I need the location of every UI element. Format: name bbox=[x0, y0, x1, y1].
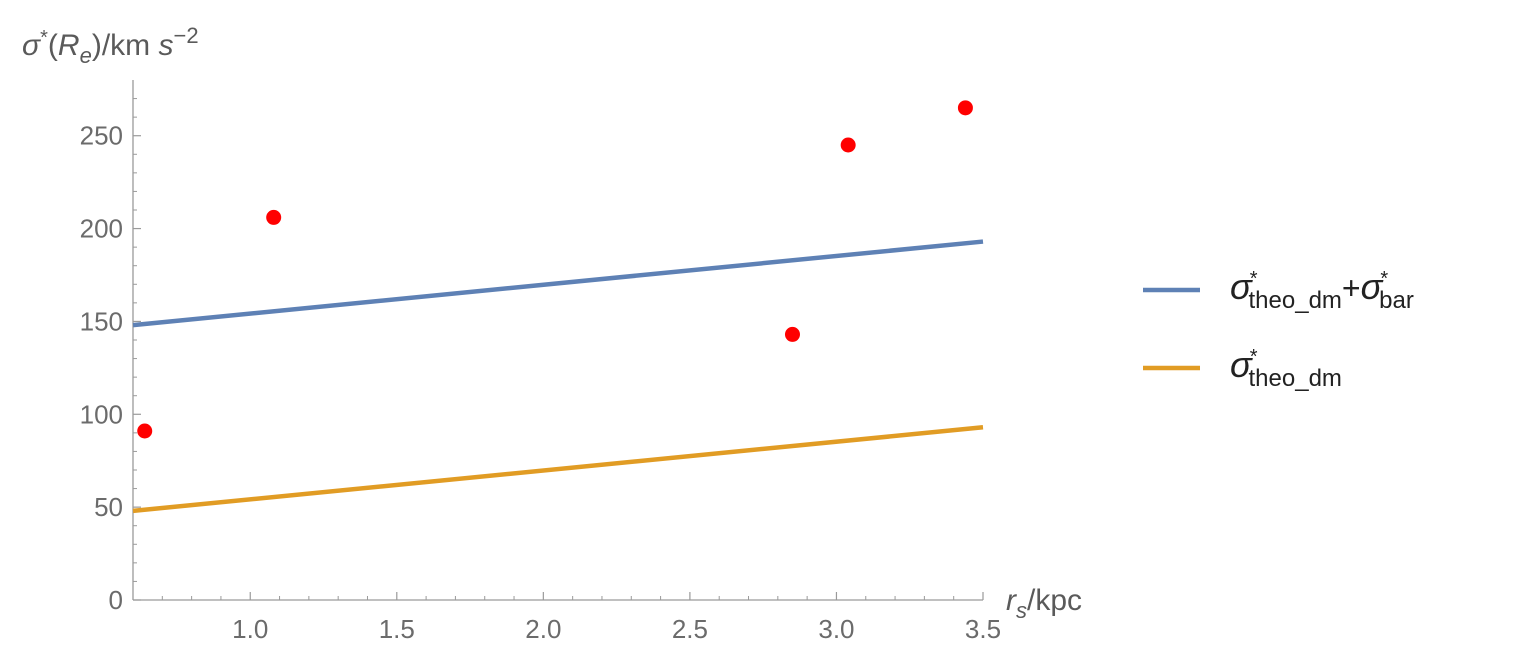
y-tick-label: 100 bbox=[80, 399, 123, 429]
y-axis-label: σ*(Re)/km s−2 bbox=[22, 23, 199, 68]
series-line-dm bbox=[132, 425, 984, 514]
x-axis-label: rs/kpc bbox=[1006, 584, 1082, 623]
data-point bbox=[137, 423, 153, 439]
data-point bbox=[266, 209, 282, 225]
x-tick-label: 2.5 bbox=[672, 614, 708, 644]
y-tick-label: 250 bbox=[80, 121, 123, 151]
x-tick-label: 1.0 bbox=[232, 614, 268, 644]
x-tick-label: 1.5 bbox=[379, 614, 415, 644]
y-tick-label: 200 bbox=[80, 214, 123, 244]
plot-area: 1.0 1.5 2.0 2.5 3.0 3.5 0 50 100 150 200 250 bbox=[80, 80, 1001, 644]
legend-label-dm: σ* theo_dm bbox=[1230, 344, 1342, 392]
x-tick-label: 3.0 bbox=[818, 614, 854, 644]
y-tick-label: 0 bbox=[109, 585, 123, 615]
data-point bbox=[840, 137, 856, 153]
series-line-total bbox=[132, 239, 984, 328]
x-tick-label: 3.5 bbox=[965, 614, 1001, 644]
data-point bbox=[784, 326, 800, 342]
legend-label-total: σ* theo_dm+σ* bar bbox=[1230, 266, 1414, 314]
data-point bbox=[957, 100, 973, 116]
x-tick-label: 2.0 bbox=[525, 614, 561, 644]
legend: σ* theo_dm+σ* bar σ* theo_dm bbox=[1143, 266, 1414, 392]
y-tick-label: 50 bbox=[94, 492, 123, 522]
y-tick-label: 150 bbox=[80, 306, 123, 336]
